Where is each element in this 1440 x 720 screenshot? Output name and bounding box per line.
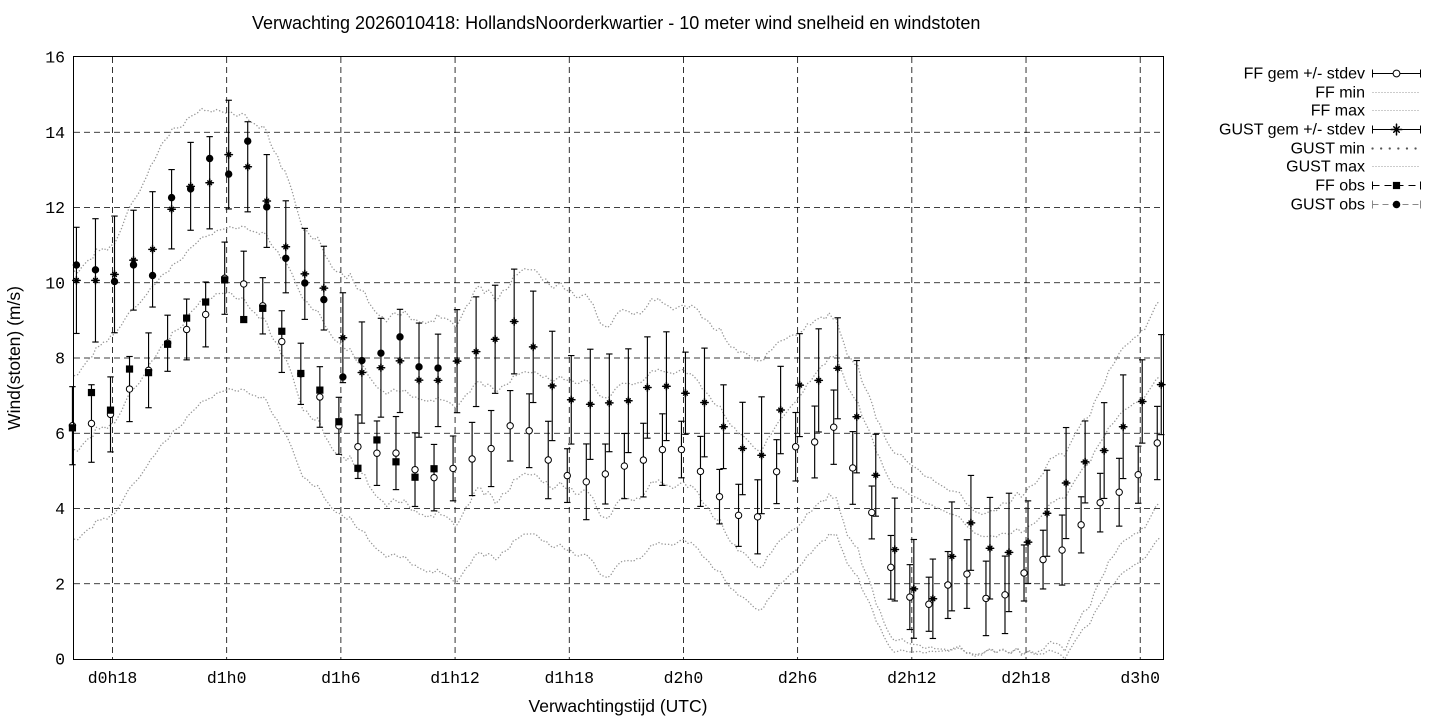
svg-text:GUST min: GUST min — [1291, 141, 1365, 158]
svg-text:d0h18: d0h18 — [88, 669, 138, 688]
svg-text:d2h12: d2h12 — [887, 669, 937, 688]
svg-text:8: 8 — [55, 350, 65, 369]
svg-text:d1h6: d1h6 — [321, 669, 361, 688]
svg-text:FF min: FF min — [1315, 85, 1365, 102]
svg-text:14: 14 — [45, 124, 65, 143]
svg-text:4: 4 — [55, 500, 65, 519]
svg-text:d2h6: d2h6 — [778, 669, 818, 688]
svg-text:FF max: FF max — [1311, 103, 1365, 120]
svg-text:d2h18: d2h18 — [1001, 669, 1051, 688]
svg-text:d1h18: d1h18 — [545, 669, 595, 688]
svg-text:d1h12: d1h12 — [430, 669, 480, 688]
svg-text:GUST max: GUST max — [1286, 159, 1365, 176]
svg-text:Verwachtingstijd (UTC): Verwachtingstijd (UTC) — [529, 696, 708, 716]
svg-text:GUST gem +/- stdev: GUST gem +/- stdev — [1219, 122, 1365, 139]
svg-text:d1h0: d1h0 — [207, 669, 247, 688]
svg-text:12: 12 — [45, 199, 65, 218]
svg-text:FF obs: FF obs — [1315, 178, 1365, 195]
svg-text:16: 16 — [45, 49, 65, 68]
svg-text:10: 10 — [45, 274, 65, 293]
svg-text:FF gem +/- stdev: FF gem +/- stdev — [1244, 66, 1365, 83]
svg-text:d2h0: d2h0 — [664, 669, 704, 688]
svg-text:Verwachting 2026010418: Hollan: Verwachting 2026010418: HollandsNoorderk… — [252, 13, 980, 33]
svg-text:2: 2 — [55, 575, 65, 594]
svg-text:6: 6 — [55, 425, 65, 444]
svg-text:Wind(stoten) (m/s): Wind(stoten) (m/s) — [4, 286, 24, 430]
svg-text:d3h0: d3h0 — [1120, 669, 1160, 688]
svg-text:0: 0 — [55, 651, 65, 670]
svg-text:GUST obs: GUST obs — [1291, 197, 1365, 214]
